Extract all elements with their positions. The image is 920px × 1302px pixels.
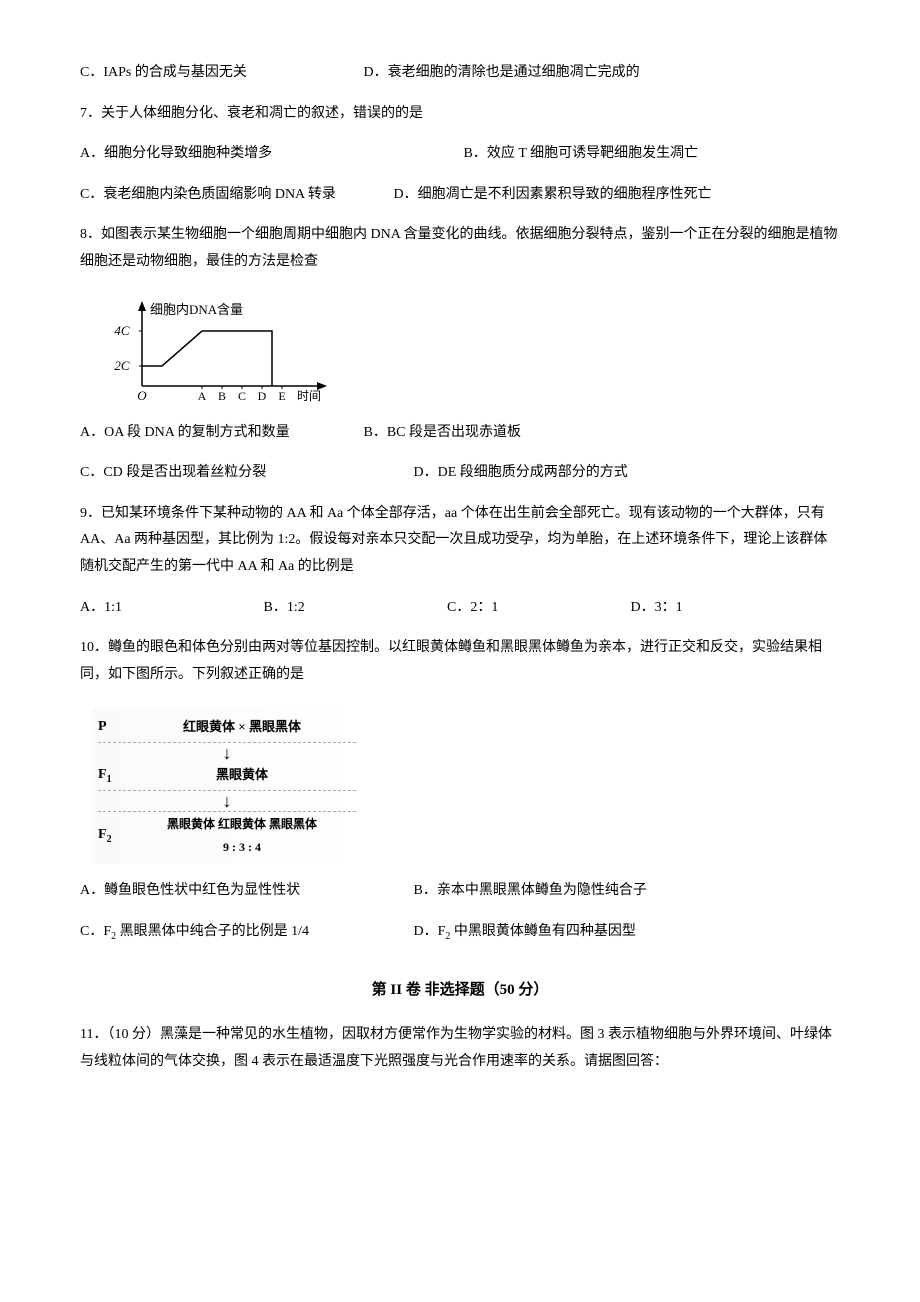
svg-text:细胞内DNA含量: 细胞内DNA含量 xyxy=(150,302,243,317)
q6-options-cd: C．IAPs 的合成与基因无关 D．衰老细胞的清除也是通过细胞凋亡完成的 xyxy=(80,60,840,87)
q7-optC: C．衰老细胞内染色质固缩影响 DNA 转录 xyxy=(80,182,390,209)
q9-optA: A．1:1 xyxy=(80,595,260,622)
q7-optB: B．效应 T 细胞可诱导靶细胞发生凋亡 xyxy=(464,141,699,168)
cross-f1-text: 黑眼黄体 xyxy=(128,763,356,788)
section2-title: 第 II 卷 非选择题（50 分） xyxy=(80,976,840,1005)
q8-options-cd: C．CD 段是否出现着丝粒分裂 D．DE 段细胞质分成两部分的方式 xyxy=(80,460,840,487)
svg-text:D: D xyxy=(258,389,267,403)
cross-p-label: P xyxy=(98,714,128,741)
cross-arrow-2: ↓ xyxy=(98,792,356,810)
q10-options-ab: A．鳟鱼眼色性状中红色为显性性状 B．亲本中黑眼黑体鳟鱼为隐性纯合子 xyxy=(80,878,840,905)
cross-f2-label: F2 xyxy=(98,822,128,849)
q10-optC: C．F2 黑眼黑体中纯合子的比例是 1/4 xyxy=(80,919,410,946)
q9-optD: D．3：1 xyxy=(631,595,683,622)
cross-arrow-1: ↓ xyxy=(98,744,356,762)
q10-optB: B．亲本中黑眼黑体鳟鱼为隐性纯合子 xyxy=(414,878,647,905)
q10-options-cd: C．F2 黑眼黑体中纯合子的比例是 1/4 D．F2 中黑眼黄体鳟鱼有四种基因型 xyxy=(80,919,840,946)
q9-options: A．1:1 B．1:2 C．2：1 D．3：1 xyxy=(80,595,840,622)
svg-text:O: O xyxy=(137,388,147,403)
cross-f1-label: F1 xyxy=(98,762,128,789)
q7-optA: A．细胞分化导致细胞种类增多 xyxy=(80,141,460,168)
q6-optC: C．IAPs 的合成与基因无关 xyxy=(80,60,360,87)
svg-text:4C: 4C xyxy=(114,323,130,338)
cross-f2-line1: 黑眼黄体 红眼黄体 黑眼黑体 xyxy=(128,813,356,836)
q8-optA: A．OA 段 DNA 的复制方式和数量 xyxy=(80,420,360,447)
q11-stem: 11．（10 分）黑藻是一种常见的水生植物，因取材方便常作为生物学实验的材料。图… xyxy=(80,1022,840,1075)
q10-cross-diagram: P 红眼黄体 × 黑眼黑体 ↓ F1 黑眼黄体 ↓ F2 黑眼黄体 红眼黄体 黑… xyxy=(92,708,362,864)
q10-stem: 10．鳟鱼的眼色和体色分别由两对等位基因控制。以红眼黄体鳟鱼和黑眼黑体鳟鱼为亲本… xyxy=(80,635,840,688)
q8-stem: 8．如图表示某生物细胞一个细胞周期中细胞内 DNA 含量变化的曲线。依据细胞分裂… xyxy=(80,222,840,275)
q8-options-ab: A．OA 段 DNA 的复制方式和数量 B．BC 段是否出现赤道板 xyxy=(80,420,840,447)
q7-stem: 7．关于人体细胞分化、衰老和凋亡的叙述，错误的的是 xyxy=(80,101,840,128)
q8-dna-chart: 4C 2C 细胞内DNA含量 O A B C D E 时间 xyxy=(92,296,840,406)
q6-optD: D．衰老细胞的清除也是通过细胞凋亡完成的 xyxy=(364,60,640,87)
svg-text:C: C xyxy=(238,389,246,403)
svg-text:2C: 2C xyxy=(114,358,130,373)
cross-f2-line2: 9 : 3 : 4 xyxy=(128,836,356,859)
q7-optD: D．细胞凋亡是不利因素累积导致的细胞程序性死亡 xyxy=(394,182,712,209)
svg-text:B: B xyxy=(218,389,226,403)
svg-text:E: E xyxy=(278,389,285,403)
cross-p-text: 红眼黄体 × 黑眼黑体 xyxy=(128,715,356,740)
q8-optD: D．DE 段细胞质分成两部分的方式 xyxy=(414,460,628,487)
dna-chart-svg: 4C 2C 细胞内DNA含量 O A B C D E 时间 xyxy=(92,296,342,406)
q10-optA: A．鳟鱼眼色性状中红色为显性性状 xyxy=(80,878,410,905)
q9-stem: 9．已知某环境条件下某种动物的 AA 和 Aa 个体全部存活，aa 个体在出生前… xyxy=(80,501,840,581)
q7-options-ab: A．细胞分化导致细胞种类增多 B．效应 T 细胞可诱导靶细胞发生凋亡 xyxy=(80,141,840,168)
svg-text:时间: 时间 xyxy=(297,389,321,403)
q10-optD: D．F2 中黑眼黄体鳟鱼有四种基因型 xyxy=(414,919,636,946)
q8-optC: C．CD 段是否出现着丝粒分裂 xyxy=(80,460,410,487)
q8-optB: B．BC 段是否出现赤道板 xyxy=(364,420,522,447)
q7-options-cd: C．衰老细胞内染色质固缩影响 DNA 转录 D．细胞凋亡是不利因素累积导致的细胞… xyxy=(80,182,840,209)
q9-optC: C．2：1 xyxy=(447,595,627,622)
q9-optB: B．1:2 xyxy=(264,595,444,622)
svg-text:A: A xyxy=(198,389,207,403)
